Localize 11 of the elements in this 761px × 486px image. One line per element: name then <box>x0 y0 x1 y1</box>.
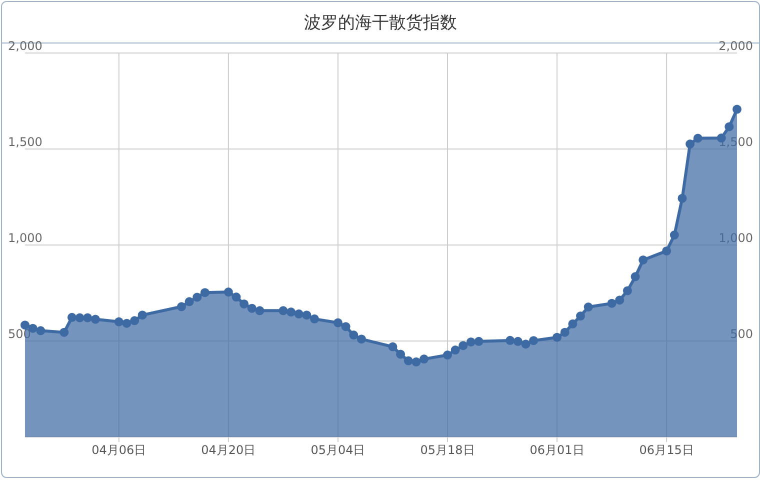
x-tick-label: 05月04日 <box>310 443 366 457</box>
chart-title: 波罗的海干散货指数 <box>304 13 457 33</box>
x-tick-label: 06月15日 <box>639 443 694 457</box>
x-tick-label: 06月01日 <box>530 443 584 457</box>
y-tick-label: 2,000 <box>8 39 42 53</box>
y2-tick-label: 2,000 <box>718 39 753 53</box>
y-tick-label: 1,000 <box>8 231 42 245</box>
x-tick-label: 04月20日 <box>201 443 256 457</box>
x-tick-label: 05月18日 <box>420 443 475 457</box>
y-tick-label: 1,500 <box>8 135 42 149</box>
x-tick-label: 04月06日 <box>92 443 146 457</box>
